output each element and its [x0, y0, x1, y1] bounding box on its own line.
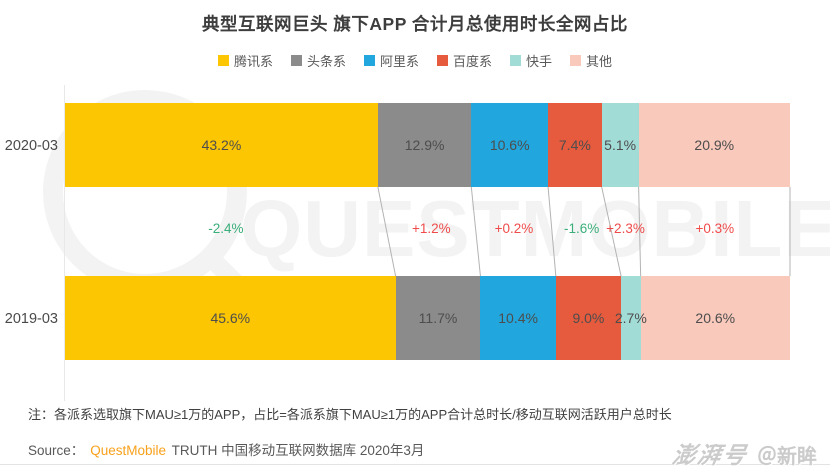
row-label-2019-03: 2019-03: [4, 311, 58, 327]
source-suffix: TRUTH 中国移动互联网数据库 2020年3月: [171, 443, 425, 458]
segment-value-label: 10.4%: [498, 310, 538, 326]
row-label-2020-03: 2020-03: [4, 138, 58, 154]
legend-item-3: 百度系: [437, 51, 492, 70]
segment-value-label: 45.6%: [210, 310, 251, 326]
legend-label: 腾讯系: [233, 54, 273, 69]
connector-line-1: [470, 186, 481, 277]
bar-segment-2020-03-0: 43.2%: [65, 103, 378, 187]
legend-swatch: [510, 55, 522, 66]
bar-2019-03: 45.6% 11.7% 10.4% 9.0% 2.7% 20.6%: [65, 276, 790, 360]
source-brand: QuestMobile: [90, 443, 167, 458]
y-axis-line: [64, 85, 65, 401]
connector-line-3: [601, 186, 622, 277]
bar-segment-2020-03-2: 10.6%: [471, 103, 549, 187]
legend-item-2: 阿里系: [363, 51, 419, 70]
legend-label: 百度系: [453, 54, 493, 69]
bar-segment-2019-03-3: 9.0%: [555, 276, 622, 360]
segment-value-label: 20.6%: [695, 310, 736, 326]
legend-swatch: [437, 55, 448, 66]
legend-item-0: 腾讯系: [217, 51, 273, 70]
legend: 腾讯系 头条系 阿里系 百度系 快手 其他: [0, 51, 830, 70]
bar-segment-2020-03-4: 5.1%: [601, 103, 639, 187]
legend-swatch: [363, 55, 375, 66]
footnote: 注：各派系选取旗下MAU≥1万的APP，占比=各派系旗下MAU≥1万的APP合计…: [28, 407, 672, 422]
legend-item-1: 头条系: [290, 51, 346, 70]
connector-line-0: [377, 186, 397, 277]
legend-item-5: 其他: [570, 51, 612, 70]
source-line: Source： QuestMobile TRUTH 中国移动互联网数据库 2020…: [28, 439, 424, 459]
segment-value-label: 2.7%: [614, 310, 647, 326]
bar-segment-2020-03-1: 12.9%: [377, 103, 472, 187]
segment-value-label: 20.9%: [694, 137, 735, 153]
bar-segment-2019-03-2: 10.4%: [480, 276, 556, 360]
legend-label: 其他: [586, 54, 613, 69]
pengpai-handle: ＠新眸: [757, 446, 817, 468]
legend-label: 头条系: [306, 54, 346, 69]
segment-value-label: 7.4%: [558, 137, 591, 153]
bar-segment-2019-03-1: 11.7%: [395, 276, 481, 360]
legend-item-4: 快手: [510, 51, 552, 70]
source-prefix: Source：: [28, 443, 85, 458]
segment-value-label: 43.2%: [201, 137, 242, 153]
segment-value-label: 5.1%: [604, 137, 637, 153]
bar-segment-2019-03-0: 45.6%: [65, 276, 396, 360]
segment-value-label: 11.7%: [418, 310, 458, 326]
legend-swatch: [290, 55, 302, 66]
questmobile-watermark-text: QUESTMOBILE: [240, 184, 830, 273]
connector-lines: [377, 186, 791, 277]
bar-segment-2020-03-5: 20.9%: [638, 103, 790, 187]
legend-swatch: [570, 55, 582, 66]
segment-value-label: 12.9%: [404, 137, 445, 153]
legend-label: 快手: [526, 54, 553, 69]
bar-segment-2020-03-3: 7.4%: [548, 103, 602, 187]
bottom-divider: [0, 464, 830, 465]
bar-segment-2019-03-5: 20.6%: [640, 276, 790, 360]
connector-line-4: [638, 186, 642, 277]
chart-title: 典型互联网巨头 旗下APP 合计月总使用时长全网占比: [202, 14, 628, 34]
pengpai-watermark: 澎湃号 ＠新眸: [670, 436, 817, 470]
legend-swatch: [217, 55, 229, 66]
bar-segment-2019-03-4: 2.7%: [615, 276, 647, 360]
legend-label: 阿里系: [379, 54, 419, 69]
segment-value-label: 10.6%: [489, 137, 530, 153]
pengpai-logo: 澎湃号: [670, 442, 750, 468]
segment-value-label: 9.0%: [572, 310, 605, 326]
connector-line-2: [547, 186, 557, 277]
bar-2020-03: 43.2% 12.9% 10.6% 7.4% 5.1% 20.9%: [65, 103, 790, 187]
